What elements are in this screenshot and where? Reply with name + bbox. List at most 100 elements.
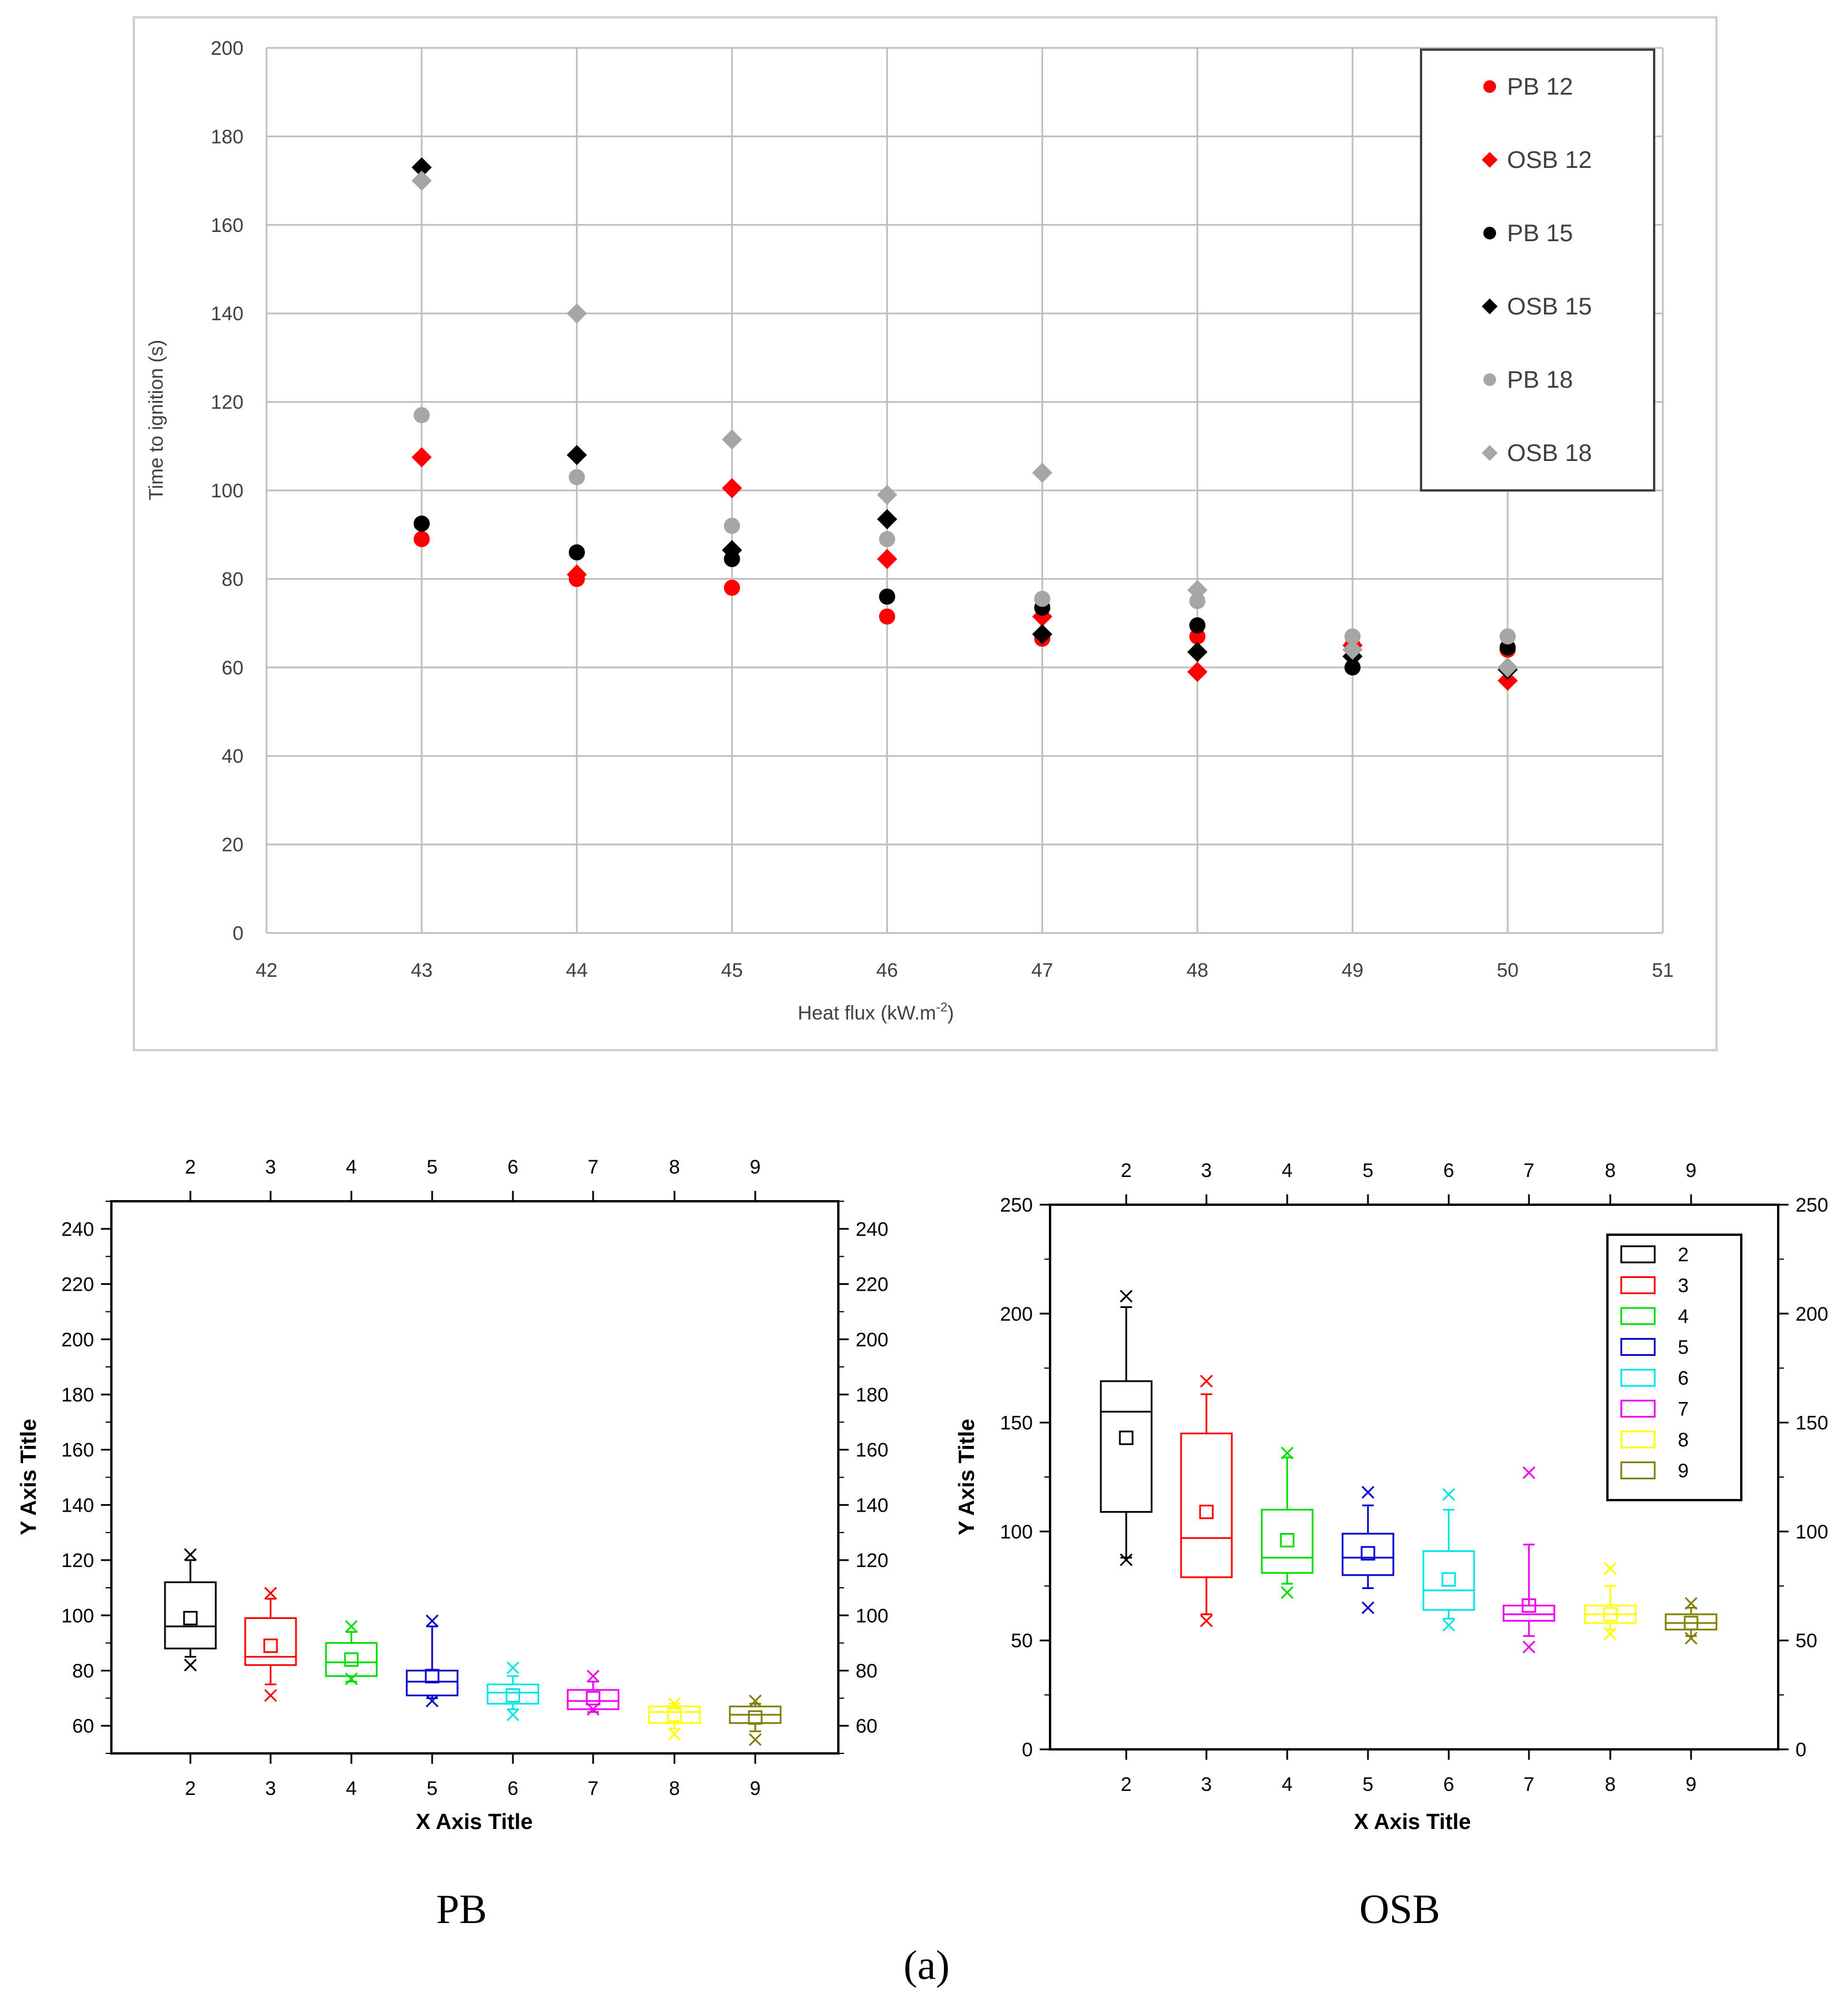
osb-legend-label: 2 bbox=[1678, 1244, 1689, 1266]
osb-extreme-marker bbox=[1361, 1486, 1375, 1499]
osb-axes: 0 0 50 50 100 100 150 150 200 200 250 250 2 2 3 3 4 4 5 5 6 6… bbox=[1000, 1160, 1828, 1796]
pb-y-tick-label: 160 bbox=[61, 1440, 94, 1461]
scatter-legend-marker bbox=[1482, 298, 1498, 314]
scatter-legend-marker bbox=[1483, 227, 1496, 239]
scatter-point bbox=[568, 544, 585, 561]
figure-label: (a) bbox=[904, 1942, 950, 1988]
scatter-point bbox=[1034, 590, 1051, 607]
pb-extreme-marker bbox=[344, 1620, 358, 1633]
osb-x-tick-label-top: 7 bbox=[1524, 1160, 1535, 1182]
osb-legend-swatch bbox=[1620, 1430, 1656, 1449]
pb-box bbox=[164, 1581, 217, 1650]
osb-box-chart: 0 0 50 50 100 100 150 150 200 200 250 250 2 2 3 3 4 4 5 5 6 6… bbox=[955, 1160, 1828, 1932]
osb-x-tick-label-top: 6 bbox=[1444, 1160, 1455, 1182]
scatter-legend-label: OSB 18 bbox=[1507, 439, 1592, 466]
scatter-legend-entries: PB 12 OSB 12 PB 15 OSB 15 PB 18 OSB 18 bbox=[1482, 73, 1592, 466]
osb-mean-marker bbox=[1280, 1533, 1295, 1548]
osb-boxes bbox=[1100, 1290, 1718, 1654]
osb-extreme-marker bbox=[1522, 1640, 1536, 1654]
pb-y-tick-label: 100 bbox=[61, 1605, 94, 1627]
scatter-point bbox=[1187, 642, 1208, 662]
scatter-legend-marker bbox=[1483, 80, 1496, 93]
scatter-legend-marker bbox=[1482, 445, 1498, 461]
scatter-point bbox=[411, 157, 432, 178]
pb-axes: 60 60 80 80 100 100 120 120 140 140 160 160 180 180 20… bbox=[61, 1156, 888, 1800]
osb-extreme-marker bbox=[1442, 1618, 1456, 1632]
scatter-point bbox=[879, 589, 895, 605]
scatter-legend: PB 12 OSB 12 PB 15 OSB 15 PB 18 OSB 18 bbox=[1420, 48, 1655, 492]
osb-x-tick-label: 3 bbox=[1201, 1774, 1212, 1796]
osb-mean-marker bbox=[1119, 1430, 1134, 1445]
osb-extreme-marker bbox=[1522, 1466, 1536, 1479]
scatter-point bbox=[1497, 657, 1518, 678]
osb-x-tick-label: 9 bbox=[1686, 1774, 1697, 1796]
osb-y-tick-label-right: 50 bbox=[1795, 1630, 1817, 1652]
scatter-point bbox=[877, 485, 898, 505]
scatter-point bbox=[1032, 624, 1052, 644]
scatter-point bbox=[1187, 580, 1208, 601]
osb-legend-swatch bbox=[1620, 1276, 1656, 1294]
osb-extreme-marker bbox=[1603, 1627, 1617, 1640]
pb-mean-marker bbox=[263, 1638, 278, 1653]
scatter-x-tick-label: 51 bbox=[1652, 959, 1674, 981]
osb-extreme-marker bbox=[1280, 1446, 1294, 1460]
pb-y-tick-label-right: 140 bbox=[856, 1494, 889, 1516]
pb-y-tick-label-right: 200 bbox=[856, 1329, 889, 1351]
osb-extreme-marker bbox=[1199, 1374, 1213, 1388]
scatter-legend-box bbox=[1420, 48, 1655, 492]
pb-box bbox=[325, 1642, 378, 1677]
pb-y-tick-label: 200 bbox=[61, 1329, 94, 1351]
scatter-chart: 0 20 40 60 80 100 120 140 160 180 200 42 43 44 45 46 47 4… bbox=[133, 16, 1718, 1051]
pb-extreme-marker bbox=[748, 1695, 762, 1708]
osb-legend-label: 6 bbox=[1678, 1367, 1689, 1389]
scatter-point bbox=[1497, 670, 1518, 691]
osb-box bbox=[1341, 1532, 1395, 1576]
pb-x-tick-label-top: 3 bbox=[265, 1156, 276, 1178]
osb-box bbox=[1100, 1380, 1153, 1513]
scatter-y-tick-label: 20 bbox=[222, 834, 243, 856]
scatter-x-tick-label: 43 bbox=[411, 959, 433, 981]
pb-y-tick-label: 140 bbox=[61, 1494, 94, 1516]
pb-caption: PB bbox=[436, 1886, 487, 1932]
scatter-point bbox=[1344, 628, 1361, 645]
scatter-point bbox=[568, 468, 585, 485]
osb-y-tick-label: 150 bbox=[1000, 1412, 1033, 1434]
scatter-y-tick-label: 0 bbox=[233, 923, 243, 944]
pb-mean-marker bbox=[586, 1691, 601, 1706]
pb-x-tick-label-top: 8 bbox=[669, 1156, 680, 1178]
scatter-y-tick-label: 60 bbox=[222, 657, 243, 679]
scatter-legend-label: OSB 12 bbox=[1507, 146, 1592, 173]
scatter-point bbox=[1344, 659, 1361, 676]
pb-y-tick-label: 180 bbox=[61, 1384, 94, 1406]
osb-y-tick-label-right: 0 bbox=[1795, 1739, 1806, 1761]
pb-mean-marker bbox=[344, 1652, 359, 1667]
scatter-point bbox=[411, 447, 432, 467]
scatter-x-tick-label: 42 bbox=[256, 959, 278, 981]
osb-box bbox=[1261, 1509, 1314, 1574]
osb-extreme-marker bbox=[1684, 1596, 1698, 1610]
scatter-x-tick-label: 45 bbox=[721, 959, 743, 981]
osb-legend-swatch bbox=[1620, 1369, 1656, 1387]
scatter-point bbox=[877, 509, 898, 530]
scatter-y-axis-label: Time to ignition (s) bbox=[145, 340, 167, 500]
osb-x-tick-label-top: 5 bbox=[1363, 1160, 1374, 1182]
pb-extreme-marker bbox=[425, 1695, 439, 1708]
scatter-y-tick-label: 200 bbox=[211, 38, 243, 59]
osb-extreme-marker bbox=[1280, 1586, 1294, 1599]
osb-extreme-marker bbox=[1199, 1614, 1213, 1628]
scatter-point bbox=[413, 531, 430, 548]
pb-y-axis-title: Y Axis Title bbox=[17, 1419, 41, 1535]
pb-y-tick-label: 80 bbox=[72, 1660, 94, 1682]
scatter-point bbox=[722, 478, 743, 498]
scatter-point bbox=[724, 518, 740, 534]
osb-y-tick-label-right: 150 bbox=[1795, 1412, 1828, 1434]
pb-y-tick-label: 220 bbox=[61, 1274, 94, 1296]
osb-x-tick-label-top: 8 bbox=[1605, 1160, 1616, 1182]
pb-extreme-marker bbox=[344, 1672, 358, 1685]
scatter-point bbox=[724, 579, 740, 596]
scatter-point bbox=[411, 170, 432, 191]
osb-mean-marker bbox=[1441, 1572, 1456, 1587]
scatter-x-tick-label: 50 bbox=[1497, 959, 1519, 981]
scatter-point bbox=[722, 540, 743, 561]
